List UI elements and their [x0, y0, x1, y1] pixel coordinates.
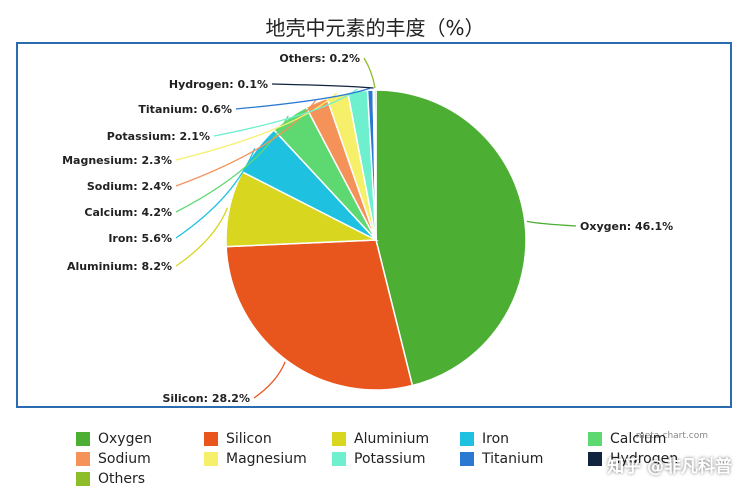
- leader-line-silicon: [253, 361, 286, 399]
- legend-label: Sodium: [98, 451, 151, 467]
- chart-title: 地壳中元素的丰度（%）: [265, 16, 485, 40]
- source-watermark: meta-chart.com: [635, 431, 708, 441]
- legend-label: Aluminium: [354, 431, 430, 447]
- legend-item-oxygen[interactable]: Oxygen: [76, 430, 204, 448]
- legend-swatch: [204, 432, 218, 446]
- legend-swatch: [76, 432, 90, 446]
- data-label-magnesium: Magnesium: 2.3%: [62, 154, 172, 167]
- chart-frame: Oxygen: 46.1% Silicon: 28.2% Aluminium: 8.…: [16, 42, 732, 441]
- legend-label: Hydrogen: [610, 451, 679, 467]
- data-label-hydrogen: Hydrogen: 0.1%: [169, 78, 268, 91]
- leader-line-others: [363, 57, 376, 89]
- leader-line-magnesium: [175, 92, 338, 161]
- legend-item-sodium[interactable]: Sodium: [76, 450, 204, 468]
- legend-label: Others: [98, 471, 146, 487]
- leader-line-aluminium: [175, 207, 229, 267]
- legend-swatch: [588, 432, 602, 446]
- data-label-titanium: Titanium: 0.6%: [138, 103, 232, 116]
- zhihu-watermark: 知乎 @非凡科普: [607, 457, 732, 477]
- legend-label: Potassium: [354, 451, 426, 467]
- pie-chart: Oxygen: 46.1% Silicon: 28.2% Aluminium: 8.…: [62, 52, 673, 405]
- legend-item-others[interactable]: Others: [76, 470, 204, 488]
- legend-item-hydrogen[interactable]: Hydrogen: [588, 450, 716, 468]
- leader-line-potassium: [213, 88, 358, 137]
- legend-label: Magnesium: [226, 451, 307, 467]
- pie-slice-oxygen[interactable]: [375, 89, 527, 387]
- legend-swatch: [76, 452, 90, 466]
- leader-line-iron: [175, 148, 256, 239]
- legend-item-titanium[interactable]: Titanium: [460, 450, 588, 468]
- legend-label: Titanium: [482, 451, 544, 467]
- legend: Oxygen Silicon Aluminium Iron Calcium Sodium M…: [76, 430, 716, 488]
- legend-swatch: [588, 452, 602, 466]
- pie-slice-others[interactable]: [373, 89, 377, 241]
- leader-line-sodium: [175, 100, 317, 187]
- pie-slice-silicon[interactable]: [225, 239, 414, 391]
- legend-item-silicon[interactable]: Silicon: [204, 430, 332, 448]
- data-label-calcium: Calcium: 4.2%: [84, 206, 172, 219]
- legend-item-aluminium[interactable]: Aluminium: [332, 430, 460, 448]
- data-label-aluminium: Aluminium: 8.2%: [67, 260, 172, 273]
- legend-swatch: [460, 432, 474, 446]
- legend-label: Oxygen: [98, 431, 152, 447]
- data-label-others: Others: 0.2%: [279, 52, 360, 65]
- legend-item-potassium[interactable]: Potassium: [332, 450, 460, 468]
- legend-swatch: [332, 432, 346, 446]
- legend-item-iron[interactable]: Iron: [460, 430, 588, 448]
- leader-line-titanium: [235, 87, 371, 110]
- legend-item-magnesium[interactable]: Magnesium: [204, 450, 332, 468]
- legend-swatch: [76, 472, 90, 486]
- leader-line-calcium: [175, 115, 289, 213]
- legend-item-calcium[interactable]: Calcium: [588, 430, 716, 448]
- data-label-oxygen: Oxygen: 46.1%: [580, 220, 673, 233]
- data-label-iron: Iron: 5.6%: [108, 232, 172, 245]
- legend-swatch: [204, 452, 218, 466]
- data-label-sodium: Sodium: 2.4%: [87, 180, 172, 193]
- leader-line-hydrogen: [271, 83, 374, 89]
- legend-label: Iron: [482, 431, 510, 447]
- legend-swatch: [460, 452, 474, 466]
- legend-swatch: [332, 452, 346, 466]
- data-label-potassium: Potassium: 2.1%: [107, 130, 210, 143]
- legend-label: Calcium: [610, 431, 667, 447]
- legend-label: Silicon: [226, 431, 272, 447]
- data-label-silicon: Silicon: 28.2%: [162, 392, 250, 405]
- leader-line-oxygen: [526, 220, 577, 227]
